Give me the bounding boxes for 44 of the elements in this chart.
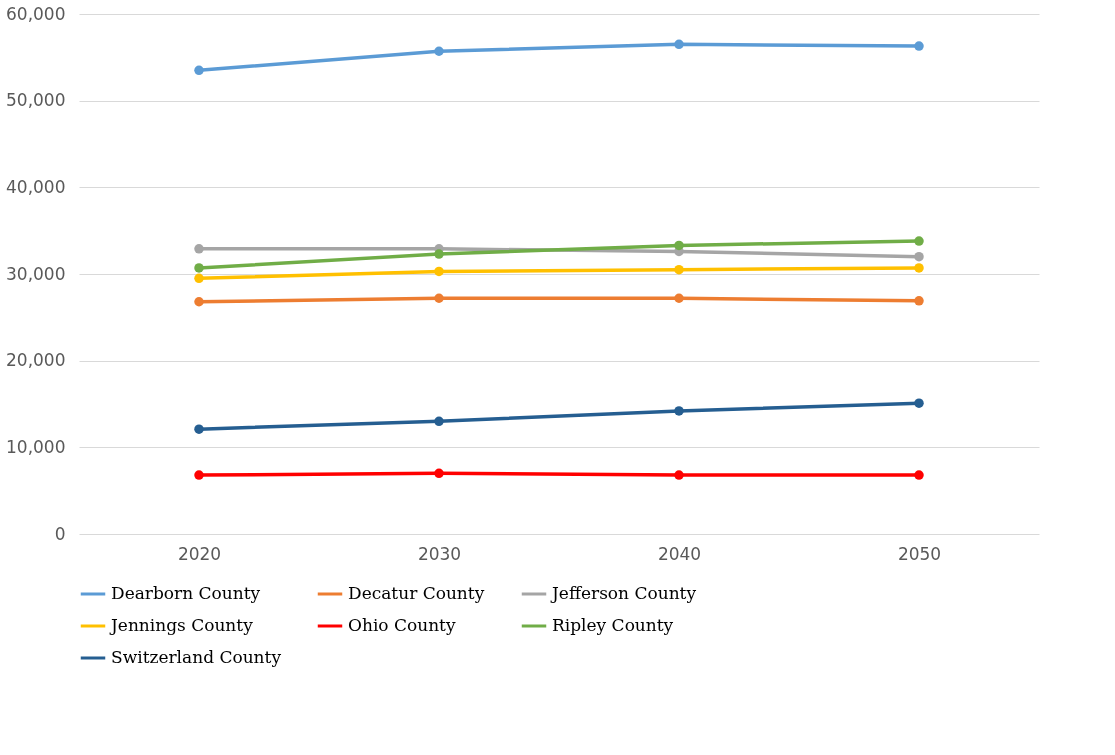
point — [434, 416, 444, 427]
point — [434, 468, 444, 479]
point — [914, 470, 924, 480]
point — [194, 65, 204, 76]
legend-label: Switzerland County — [111, 647, 282, 667]
point — [194, 263, 204, 273]
point — [914, 251, 924, 262]
x-tick-label: 2040 — [657, 543, 702, 564]
point — [194, 424, 204, 434]
point — [194, 470, 204, 480]
y-tick-label: 50,000 — [6, 90, 66, 111]
point — [674, 406, 684, 416]
point — [674, 264, 684, 275]
point — [674, 470, 684, 480]
y-tick-label: 30,000 — [6, 263, 66, 284]
point — [194, 273, 204, 284]
y-tick-label: 40,000 — [6, 176, 66, 197]
point — [434, 266, 444, 277]
point — [194, 297, 204, 307]
legend-label: Dearborn County — [111, 583, 261, 603]
point — [434, 293, 444, 303]
point — [674, 39, 684, 50]
y-tick-label: 20,000 — [6, 350, 66, 371]
point — [434, 46, 444, 56]
y-tick-label: 0 — [54, 523, 66, 544]
legend-label: Ohio County — [348, 615, 456, 635]
point — [194, 244, 204, 254]
point — [914, 398, 924, 408]
legend-label: Ripley County — [552, 615, 674, 635]
legend-label: Jennings County — [109, 615, 254, 635]
x-tick-label: 2050 — [897, 543, 942, 564]
point — [674, 293, 684, 303]
point — [914, 41, 924, 51]
y-tick-label: 60,000 — [6, 3, 66, 24]
point — [914, 263, 924, 273]
point — [914, 236, 924, 246]
point — [914, 296, 924, 306]
point — [674, 240, 684, 251]
point — [434, 249, 444, 259]
x-tick-label: 2020 — [177, 543, 222, 564]
legend-label: Jefferson County — [550, 583, 697, 603]
legend-label: Decatur County — [348, 583, 485, 603]
x-tick-label: 2030 — [417, 543, 462, 564]
y-tick-label: 10,000 — [6, 436, 66, 457]
